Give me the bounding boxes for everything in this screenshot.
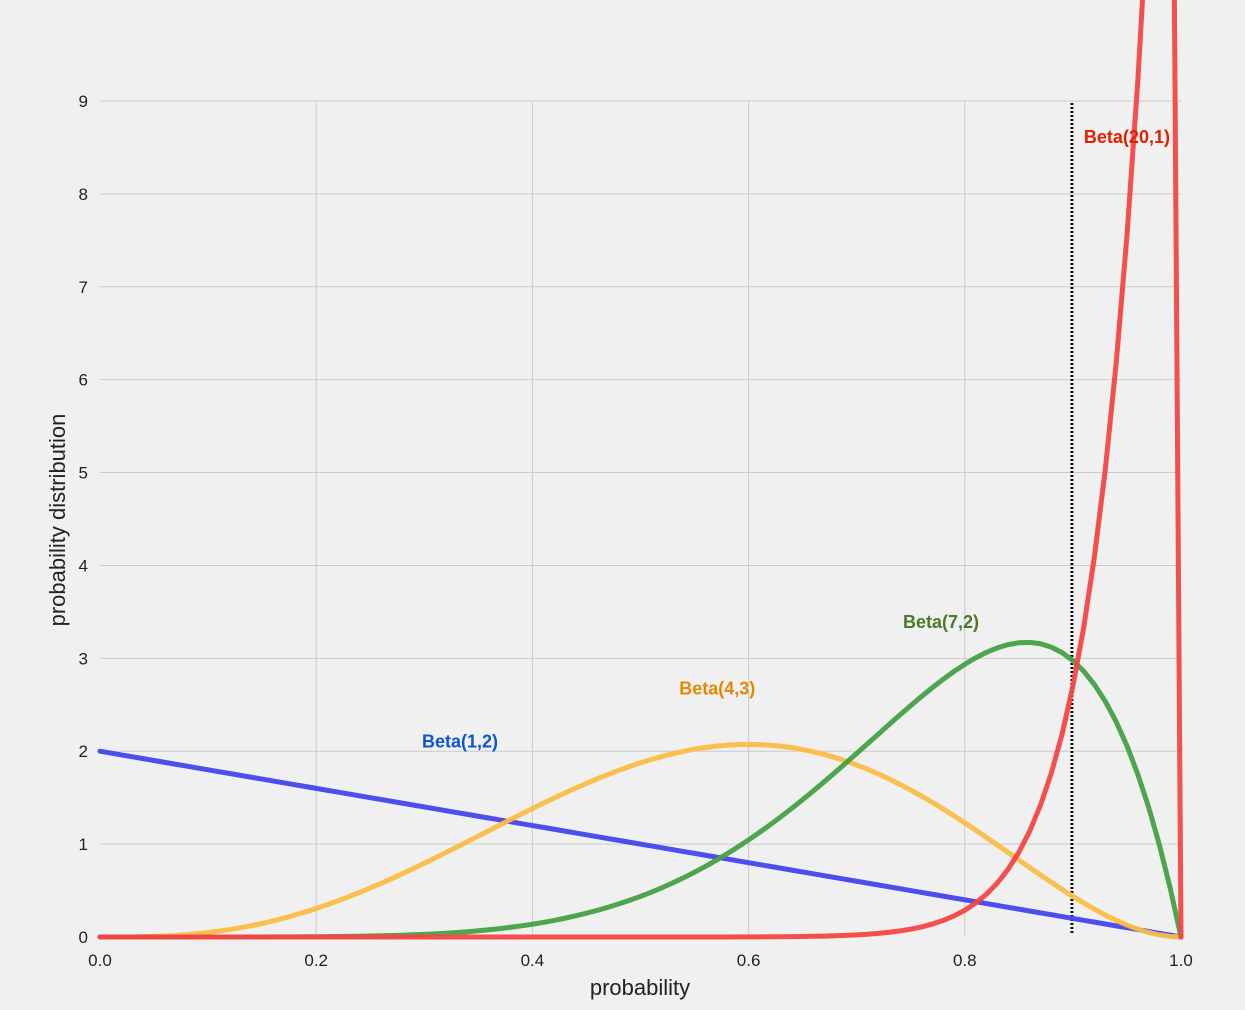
y-tick-label: 8 [79, 185, 88, 204]
x-tick-label: 1.0 [1169, 951, 1193, 970]
y-tick-label: 2 [79, 742, 88, 761]
series-label: Beta(4,3) [679, 679, 755, 699]
y-tick-label: 4 [79, 556, 88, 575]
y-tick-label: 9 [79, 92, 88, 111]
x-tick-label: 0.2 [304, 951, 328, 970]
series-label: Beta(20,1) [1084, 127, 1170, 147]
y-tick-label: 5 [79, 464, 88, 483]
series-line-beta-20-1 [97, 0, 1184, 940]
series-curves [97, 0, 1184, 940]
y-tick-labels: 0 1 2 3 4 5 6 7 8 9 [79, 92, 88, 947]
x-tick-label: 0.4 [521, 951, 545, 970]
series-labels: Beta(1,2) Beta(4,3) Beta(7,2) Beta(20,1) [422, 127, 1170, 752]
x-tick-label: 0.6 [737, 951, 761, 970]
x-tick-label: 0.0 [88, 951, 112, 970]
y-tick-label: 3 [79, 649, 88, 668]
x-tick-labels: 0.0 0.2 0.4 0.6 0.8 1.0 [88, 951, 1193, 970]
y-tick-label: 1 [79, 835, 88, 854]
series-label: Beta(1,2) [422, 732, 498, 752]
y-tick-label: 6 [79, 371, 88, 390]
x-tick-label: 0.8 [953, 951, 977, 970]
y-tick-label: 0 [79, 928, 88, 947]
series-line-beta-4-3 [97, 741, 1184, 940]
series-label: Beta(7,2) [903, 612, 979, 632]
y-tick-label: 7 [79, 278, 88, 297]
x-axis-label: probability [590, 975, 690, 1000]
y-axis-label: probability distribution [45, 414, 70, 627]
series-line-beta-1-2 [97, 748, 1184, 940]
